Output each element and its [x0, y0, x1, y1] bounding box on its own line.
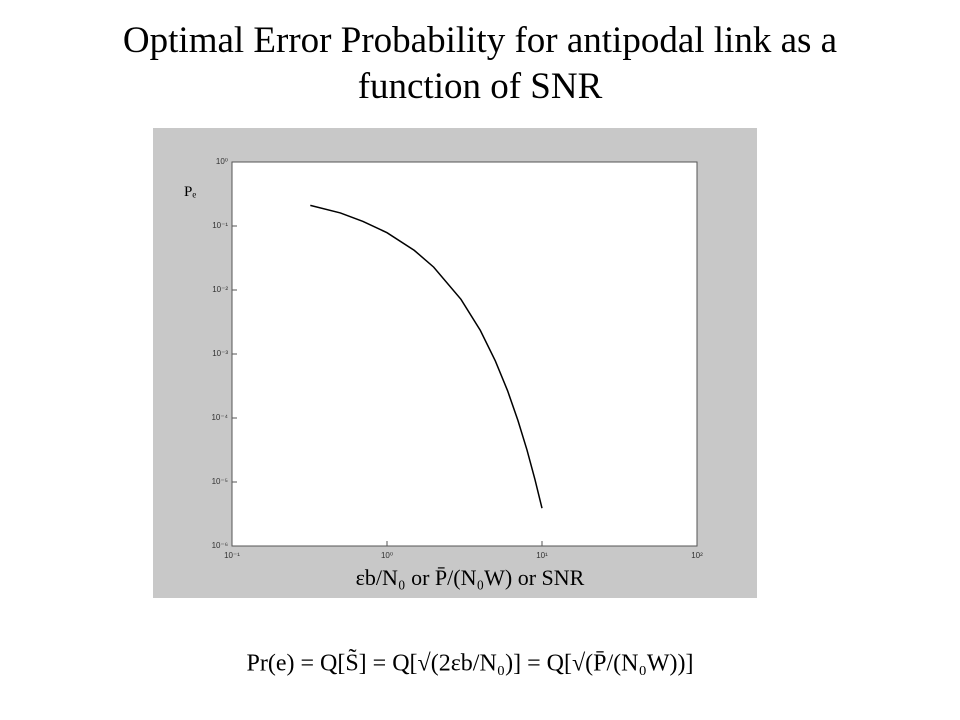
- chart-title: Optimal Error Probability for antipodal …: [122, 20, 838, 107]
- plot-area: [231, 161, 698, 547]
- y-axis-label: Pₑ: [184, 184, 196, 200]
- y-tick-label: 10⁻³: [212, 349, 228, 358]
- formula: Pr(e) = Q[S̃] = Q[√(2εb/N₀)] = Q[√(P̄/(N…: [247, 649, 694, 677]
- y-tick-label: 10⁻⁶: [212, 541, 228, 550]
- x-tick-label: 10¹: [536, 551, 548, 560]
- line-series: [310, 204, 543, 509]
- x-tick-label: 10⁰: [381, 551, 393, 560]
- y-tick-label: 10⁻¹: [212, 221, 228, 230]
- y-tick-label: 10⁻²: [212, 285, 228, 294]
- y-tick-label: 10⁻⁴: [211, 413, 228, 422]
- x-tick-label: 10⁻¹: [224, 551, 240, 560]
- y-tick-label: 10⁰: [216, 157, 228, 166]
- x-tick-label: 10²: [691, 551, 703, 560]
- y-tick-label: 10⁻⁵: [212, 477, 228, 486]
- x-axis-label: εb/N₀ or P̄/(N₀W) or SNR: [356, 565, 585, 590]
